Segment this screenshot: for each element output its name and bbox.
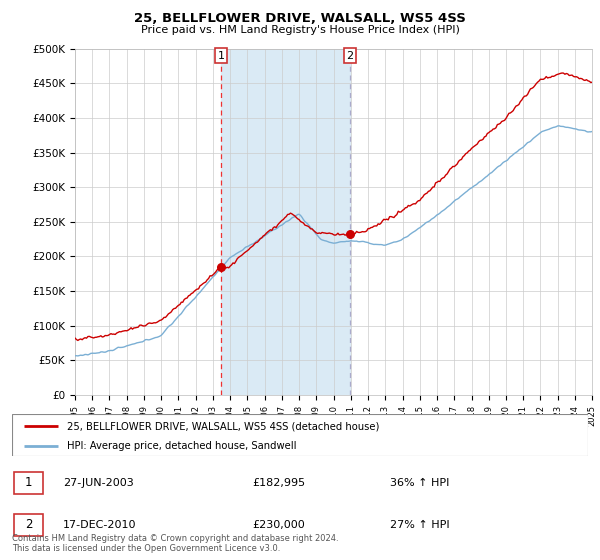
Text: 27-JUN-2003: 27-JUN-2003 — [63, 478, 134, 488]
Text: HPI: Average price, detached house, Sandwell: HPI: Average price, detached house, Sand… — [67, 441, 296, 451]
Text: 1: 1 — [217, 50, 224, 60]
Text: £230,000: £230,000 — [252, 520, 305, 530]
Text: 2: 2 — [347, 50, 354, 60]
Text: 25, BELLFLOWER DRIVE, WALSALL, WS5 4SS (detached house): 25, BELLFLOWER DRIVE, WALSALL, WS5 4SS (… — [67, 421, 379, 431]
Text: 27% ↑ HPI: 27% ↑ HPI — [390, 520, 449, 530]
Text: 2: 2 — [25, 519, 32, 531]
Bar — [221, 49, 350, 395]
Text: 25, BELLFLOWER DRIVE, WALSALL, WS5 4SS: 25, BELLFLOWER DRIVE, WALSALL, WS5 4SS — [134, 12, 466, 25]
Text: 17-DEC-2010: 17-DEC-2010 — [63, 520, 137, 530]
Text: Contains HM Land Registry data © Crown copyright and database right 2024.
This d: Contains HM Land Registry data © Crown c… — [12, 534, 338, 553]
Text: 36% ↑ HPI: 36% ↑ HPI — [390, 478, 449, 488]
Text: £182,995: £182,995 — [252, 478, 305, 488]
Text: Price paid vs. HM Land Registry's House Price Index (HPI): Price paid vs. HM Land Registry's House … — [140, 25, 460, 35]
Text: 1: 1 — [25, 477, 32, 489]
